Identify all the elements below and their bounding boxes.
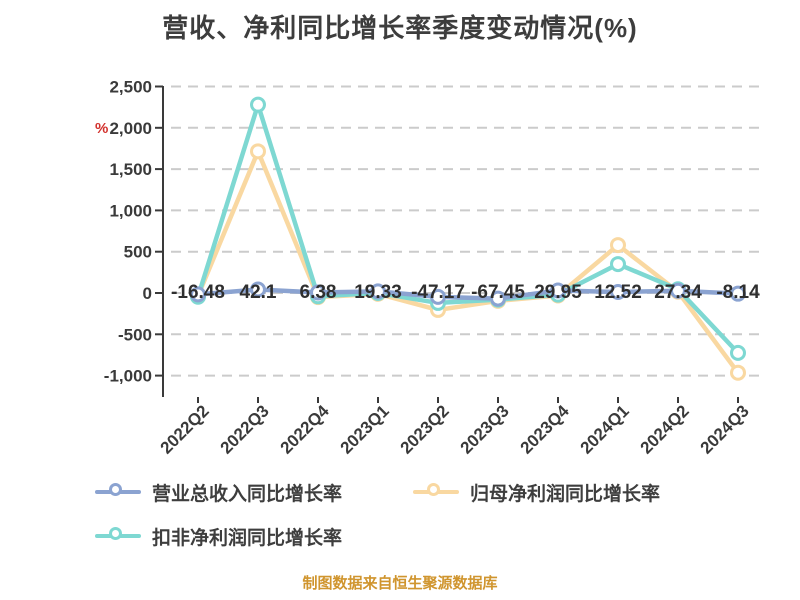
- data-label: -8.14: [716, 282, 760, 303]
- y-tick-label: 0: [143, 284, 152, 303]
- non-gaap-profit-growth-marker: [730, 344, 746, 361]
- data-label: -67.45: [471, 282, 525, 303]
- legend-label: 营业总收入同比增长率: [152, 483, 343, 505]
- data-label: -47.17: [411, 282, 465, 303]
- x-tick-label: 2022Q4: [277, 401, 334, 458]
- y-axis-unit-label: %: [95, 120, 109, 137]
- legend-line-marker-icon: [95, 526, 141, 545]
- revenue-growth-marker: [730, 285, 746, 302]
- data-source-note: 制图数据来自恒生聚源数据库: [302, 575, 498, 592]
- data-label: 42.1: [240, 282, 277, 303]
- legend-label: 归母净利润同比增长率: [470, 483, 661, 505]
- revenue-growth-marker: [190, 286, 206, 303]
- legend-line-marker-icon: [413, 482, 459, 501]
- legend-item-revenue-growth: 营业总收入同比增长率: [95, 479, 342, 505]
- revenue-growth-marker: [310, 284, 326, 301]
- x-tick-label: 2024Q3: [697, 401, 753, 457]
- x-tick-label: 2023Q3: [457, 401, 513, 457]
- legend-line-marker-icon: [95, 482, 141, 501]
- x-tick-label: 2023Q1: [337, 401, 393, 457]
- x-tick-label: 2024Q1: [577, 401, 633, 457]
- data-label: -16.48: [171, 282, 225, 303]
- x-tick-label: 2024Q2: [637, 401, 693, 457]
- y-tick-label: 2,000: [109, 119, 152, 138]
- legend-item-non-gaap-profit-growth: 扣非净利润同比增长率: [95, 523, 342, 549]
- x-tick-label: 2023Q4: [517, 401, 574, 458]
- non-gaap-profit-growth-line: [195, 102, 741, 356]
- revenue-growth-marker: [370, 283, 386, 300]
- legend-item-net-profit-growth: 归母净利润同比增长率: [413, 479, 660, 505]
- y-tick-label: 1,000: [109, 201, 152, 220]
- data-label: 12.52: [594, 282, 642, 303]
- x-tick-label: 2023Q2: [397, 401, 453, 457]
- revenue-growth-marker: [610, 283, 626, 300]
- data-label: 19.33: [354, 282, 402, 303]
- net-profit-growth-marker: [730, 364, 746, 381]
- data-label: 6.38: [300, 282, 337, 303]
- net-profit-growth-marker: [250, 143, 266, 160]
- revenue-growth-marker: [550, 282, 566, 299]
- data-label: 29.95: [534, 282, 582, 303]
- revenue-growth-line: [195, 287, 741, 301]
- x-tick-label: 2022Q2: [157, 401, 213, 457]
- non-gaap-profit-growth-marker: [610, 256, 626, 273]
- data-label: 27.34: [654, 282, 702, 303]
- net-profit-growth-line: [195, 149, 741, 375]
- y-tick-label: 1,500: [109, 160, 152, 179]
- y-tick-label: -500: [118, 325, 152, 344]
- revenue-growth-marker: [490, 290, 506, 307]
- non-gaap-profit-growth-marker: [250, 96, 266, 113]
- revenue-growth-marker: [670, 282, 686, 299]
- y-tick-label: 2,500: [109, 78, 152, 97]
- chart-title: 营收、净利同比增长率季度变动情况(%): [162, 13, 638, 43]
- revenue-growth-marker: [430, 288, 446, 305]
- legend-label: 扣非净利润同比增长率: [152, 527, 343, 549]
- y-tick-label: 500: [124, 243, 152, 262]
- y-tick-label: -1,000: [104, 367, 152, 386]
- x-tick-label: 2022Q3: [217, 401, 273, 457]
- net-profit-growth-marker: [610, 237, 626, 254]
- revenue-growth-marker: [250, 281, 266, 298]
